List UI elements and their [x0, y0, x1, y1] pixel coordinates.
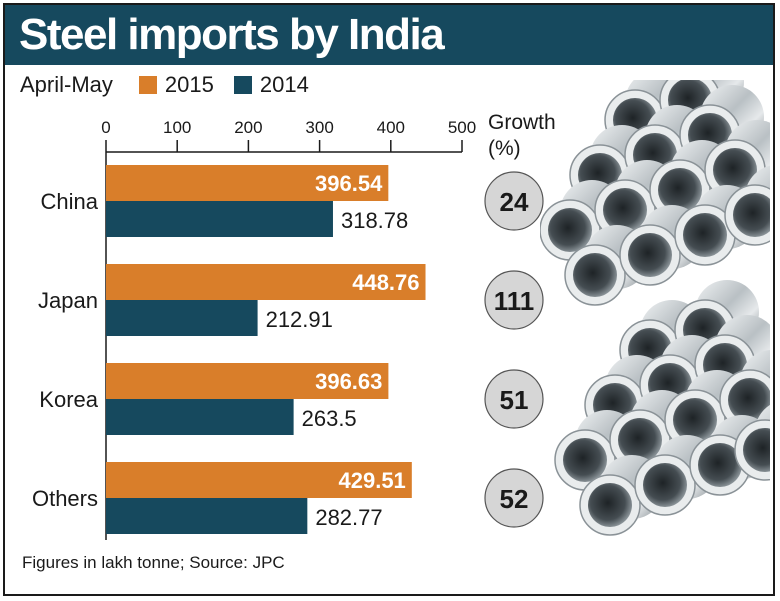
category-label: China [41, 189, 99, 214]
bar-2015 [106, 165, 389, 201]
bar-2014 [106, 201, 333, 237]
growth-value: 24 [500, 187, 529, 217]
data-label-2015: 429.51 [339, 468, 406, 493]
legend: April-May 2015 2014 [20, 70, 329, 100]
footnote: Figures in lakh tonne; Source: JPC [22, 553, 285, 572]
legend-label-2015: 2015 [164, 72, 214, 97]
bar-2015 [106, 363, 389, 399]
bar-2014 [106, 399, 294, 435]
category-label: Korea [39, 387, 98, 412]
data-label-2015: 396.63 [315, 369, 382, 394]
x-tick-label: 500 [448, 118, 476, 137]
title-bar: Steel imports by India [5, 5, 773, 65]
pipe-stack [540, 80, 770, 536]
category-label: Japan [38, 288, 98, 313]
x-tick-label: 0 [101, 118, 110, 137]
growth-value: 51 [500, 385, 529, 415]
growth-badge [484, 171, 544, 231]
data-label-2015: 448.76 [352, 270, 419, 295]
growth-badge [484, 369, 544, 429]
data-label-2014: 318.78 [341, 208, 408, 233]
data-label-2014: 282.77 [315, 505, 382, 530]
growth-header: Growth (%) [488, 110, 556, 162]
legend-period: April-May [20, 72, 113, 97]
growth-value: 111 [494, 286, 535, 316]
data-label-2014: 212.91 [266, 307, 333, 332]
chart-title: Steel imports by India [19, 10, 445, 59]
bar-2014 [106, 300, 258, 336]
category-label: Others [32, 486, 98, 511]
legend-swatch-2014 [233, 76, 252, 94]
x-tick-label: 100 [163, 118, 191, 137]
growth-badge [484, 468, 544, 528]
x-tick-label: 400 [377, 118, 405, 137]
legend-label-2014: 2014 [259, 72, 309, 97]
x-tick-label: 200 [234, 118, 262, 137]
growth-badge [484, 270, 544, 330]
pipe [724, 165, 770, 246]
pipe [734, 404, 770, 481]
legend-swatch-2015 [138, 76, 157, 94]
data-label-2014: 263.5 [302, 406, 357, 431]
growth-header-unit: (%) [488, 137, 521, 160]
growth-value: 52 [500, 484, 529, 514]
steel-pipes-illustration [540, 80, 770, 536]
bar-2015 [106, 462, 412, 498]
growth-header-title: Growth [488, 111, 556, 134]
bar-2014 [106, 498, 308, 534]
pipe [719, 350, 770, 431]
pipe [619, 205, 704, 286]
x-tick-label: 300 [305, 118, 333, 137]
plot-area: China 396.54 318.78 Japan 448.76 212.91 Korea 3… [32, 165, 426, 534]
bar-2015 [106, 264, 426, 300]
data-label-2015: 396.54 [315, 171, 383, 196]
growth-column: 24 111 51 52 [484, 171, 544, 528]
